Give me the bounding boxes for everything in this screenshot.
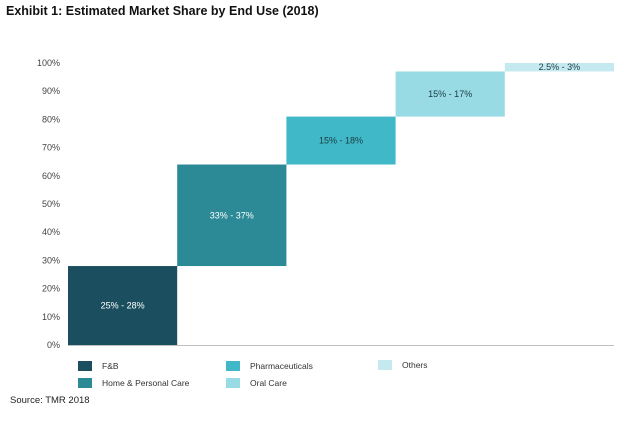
bar-data-label-4: 2.5% - 3% [539,62,581,72]
bar-data-label-2: 15% - 18% [319,136,363,146]
bar-segment-3 [395,71,505,117]
bar-segment-0 [68,266,178,345]
bar-segment-2 [286,116,396,165]
bar-data-label-0: 25% - 28% [101,301,145,311]
bar-data-label-1: 33% - 37% [210,210,254,220]
bar-data-label-3: 15% - 17% [428,89,472,99]
chart-title: Exhibit 1: Estimated Market Share by End… [6,4,319,18]
y-tick-label: 100% [37,58,60,68]
y-tick-label: 80% [42,114,60,124]
y-tick-label: 10% [42,312,60,322]
y-tick-label: 30% [42,255,60,265]
y-tick-label: 60% [42,171,60,181]
source-note: Source: TMR 2018 [10,395,90,406]
bar-segment-1 [177,164,287,267]
y-tick-label: 0% [47,340,60,350]
y-tick-label: 40% [42,227,60,237]
bar-segment-4 [504,63,614,72]
y-tick-label: 90% [42,86,60,96]
y-tick-label: 50% [42,199,60,209]
y-tick-label: 20% [42,284,60,294]
y-tick-label: 70% [42,143,60,153]
